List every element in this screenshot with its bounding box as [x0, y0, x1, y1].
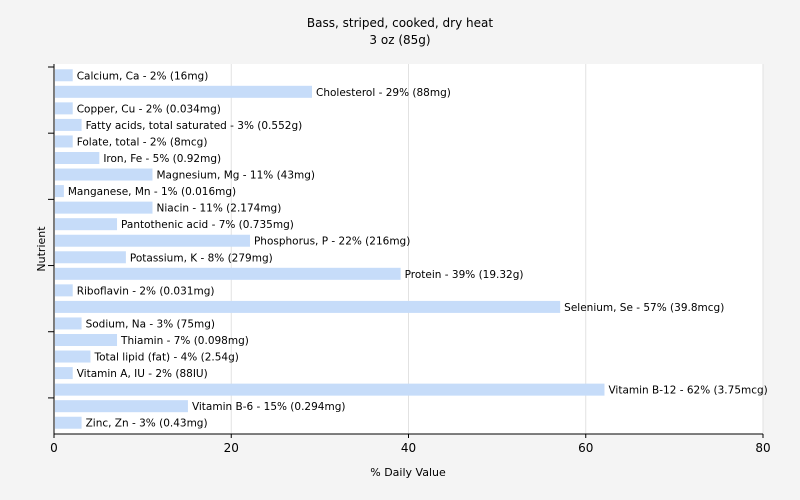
bar-label: Protein - 39% (19.32g): [405, 269, 524, 281]
bar-label: Magnesium, Mg - 11% (43mg): [156, 170, 315, 182]
bars: Calcium, Ca - 2% (16mg) Cholesterol - 29%…: [55, 69, 768, 430]
bar: [55, 152, 100, 164]
bar: [55, 135, 73, 148]
bar-label: Vitamin A, IU - 2% (88IU): [77, 368, 208, 380]
bar-label: Thiamin - 7% (0.098mg): [120, 335, 249, 347]
bar-label: Copper, Cu - 2% (0.034mg): [77, 103, 221, 115]
bar-label: Calcium, Ca - 2% (16mg): [77, 70, 209, 82]
bar-label: Vitamin B-12 - 62% (3.75mcg): [608, 385, 767, 397]
bar: [55, 102, 73, 115]
bar: [55, 383, 605, 396]
bar: [55, 69, 73, 82]
bar-label: Fatty acids, total saturated - 3% (0.552…: [86, 120, 303, 132]
grid: [230, 64, 764, 434]
bar: [55, 317, 82, 330]
x-tick-label: 80: [755, 441, 770, 455]
bar-label: Folate, total - 2% (8mcg): [77, 136, 208, 148]
bar-label: Sodium, Na - 3% (75mg): [86, 318, 215, 330]
bar: [55, 85, 313, 98]
bar-label: Iron, Fe - 5% (0.92mg): [103, 153, 221, 165]
bar: [55, 300, 561, 313]
bar: [55, 251, 126, 264]
bar-label: Zinc, Zn - 3% (0.43mg): [86, 418, 208, 430]
y-axis-title: Nutrient: [35, 226, 48, 272]
bar: [55, 400, 188, 413]
chart-title: Bass, striped, cooked, dry heat: [307, 16, 493, 30]
bar-label: Selenium, Se - 57% (39.8mcg): [564, 302, 724, 314]
bar: [55, 118, 82, 131]
bar-label: Niacin - 11% (2.174mg): [156, 203, 281, 215]
bar-label: Pantothenic acid - 7% (0.735mg): [121, 219, 294, 231]
bar-label: Cholesterol - 29% (88mg): [316, 87, 451, 99]
axes: 0 20 40 60 80: [48, 64, 771, 455]
x-axis-title: % Daily Value: [370, 466, 446, 479]
bar: [55, 416, 82, 429]
bar-label: Potassium, K - 8% (279mg): [130, 252, 273, 264]
chart-subtitle: 3 oz (85g): [369, 33, 430, 47]
bar-label: Riboflavin - 2% (0.031mg): [77, 285, 215, 297]
bar: [55, 218, 118, 231]
bar: [55, 284, 73, 297]
x-tick-label: 60: [578, 441, 593, 455]
x-tick-label: 0: [50, 441, 58, 455]
bar: [55, 168, 153, 181]
bar: [55, 234, 250, 247]
bar: [55, 334, 118, 346]
bar-label: Manganese, Mn - 1% (0.016mg): [68, 186, 236, 198]
x-tick-label: 20: [224, 441, 239, 455]
bar-label: Vitamin B-6 - 15% (0.294mg): [192, 401, 346, 413]
bar: [55, 201, 153, 214]
bar: [55, 350, 91, 363]
bar-label: Phosphorus, P - 22% (216mg): [254, 236, 410, 248]
x-tick-label: 40: [401, 441, 416, 455]
bar-label: Total lipid (fat) - 4% (2.54g): [93, 352, 238, 364]
bar: [55, 185, 64, 198]
bar: [55, 367, 73, 380]
bar: [55, 267, 401, 280]
